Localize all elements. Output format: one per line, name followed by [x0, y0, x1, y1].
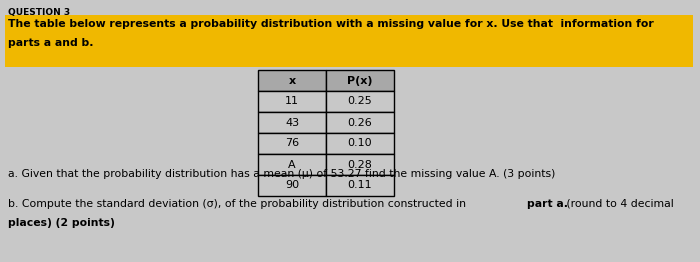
Text: QUESTION 3: QUESTION 3 — [8, 8, 70, 17]
Bar — [258, 91, 326, 112]
Text: 11: 11 — [285, 96, 299, 106]
Bar — [326, 154, 394, 175]
Bar — [258, 175, 326, 196]
Bar — [326, 112, 394, 133]
Bar — [258, 133, 326, 154]
Text: b. Compute the standard deviation (σ), of the probability distribution construct: b. Compute the standard deviation (σ), o… — [8, 199, 470, 209]
Bar — [326, 133, 394, 154]
Text: 0.10: 0.10 — [348, 139, 372, 149]
Bar — [326, 70, 394, 91]
Bar — [326, 175, 394, 196]
Text: 0.25: 0.25 — [348, 96, 372, 106]
Text: 90: 90 — [285, 181, 299, 190]
Bar — [326, 91, 394, 112]
Text: P(x): P(x) — [347, 75, 372, 85]
Text: 0.11: 0.11 — [348, 181, 372, 190]
Text: A: A — [288, 160, 296, 170]
Text: The table below represents a probability distribution with a missing value for x: The table below represents a probability… — [8, 19, 654, 29]
Bar — [258, 154, 326, 175]
Text: 43: 43 — [285, 117, 299, 128]
Text: x: x — [288, 75, 295, 85]
Text: 0.28: 0.28 — [348, 160, 372, 170]
Bar — [258, 70, 326, 91]
Text: 0.26: 0.26 — [348, 117, 372, 128]
Text: 76: 76 — [285, 139, 299, 149]
Text: parts a and b.: parts a and b. — [8, 38, 94, 48]
Text: a. Given that the probability distribution has a mean (μ) of 53.27 find the miss: a. Given that the probability distributi… — [8, 169, 555, 179]
Bar — [258, 112, 326, 133]
Text: (round to 4 decimal: (round to 4 decimal — [563, 199, 673, 209]
Text: places) (2 points): places) (2 points) — [8, 218, 115, 228]
Bar — [5, 15, 693, 67]
Text: part a.: part a. — [527, 199, 568, 209]
